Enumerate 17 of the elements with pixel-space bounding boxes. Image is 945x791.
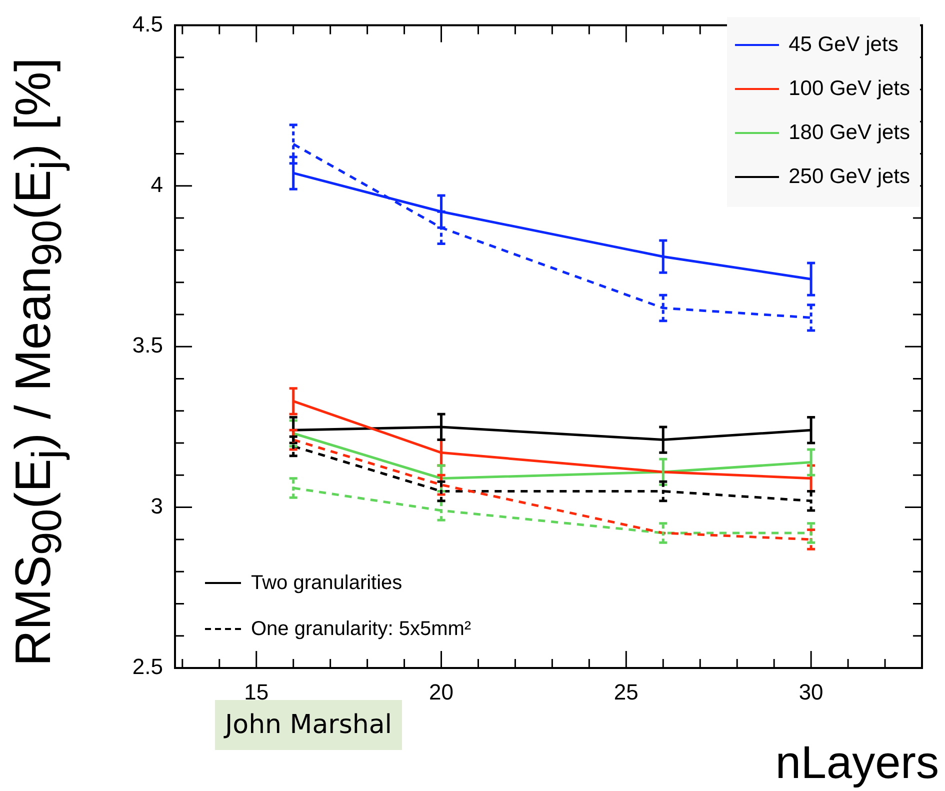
x-tick-label: 15 <box>244 679 269 704</box>
annotation: One granularity: 5x5mm² <box>251 618 472 640</box>
x-tick-label: 25 <box>614 679 638 704</box>
y-tick-label: 2.5 <box>132 654 163 680</box>
x-axis-title: nLayers <box>775 735 939 789</box>
text: John Marshal <box>225 710 392 740</box>
y-tick-label: 4.5 <box>132 11 163 36</box>
y-tick-label: 3.5 <box>132 332 163 358</box>
y-tick-label: 4 <box>150 172 163 197</box>
legend-label: 250 GeV jets <box>788 165 910 189</box>
x-tick-label: 20 <box>429 679 454 704</box>
legend-label: 100 GeV jets <box>788 77 910 101</box>
legend-label: 45 GeV jets <box>788 33 898 57</box>
legend-label: 180 GeV jets <box>788 121 910 145</box>
annotation: Two granularities <box>251 572 402 594</box>
y-tick-label: 3 <box>150 493 163 518</box>
x-tick-label: 30 <box>798 679 824 704</box>
